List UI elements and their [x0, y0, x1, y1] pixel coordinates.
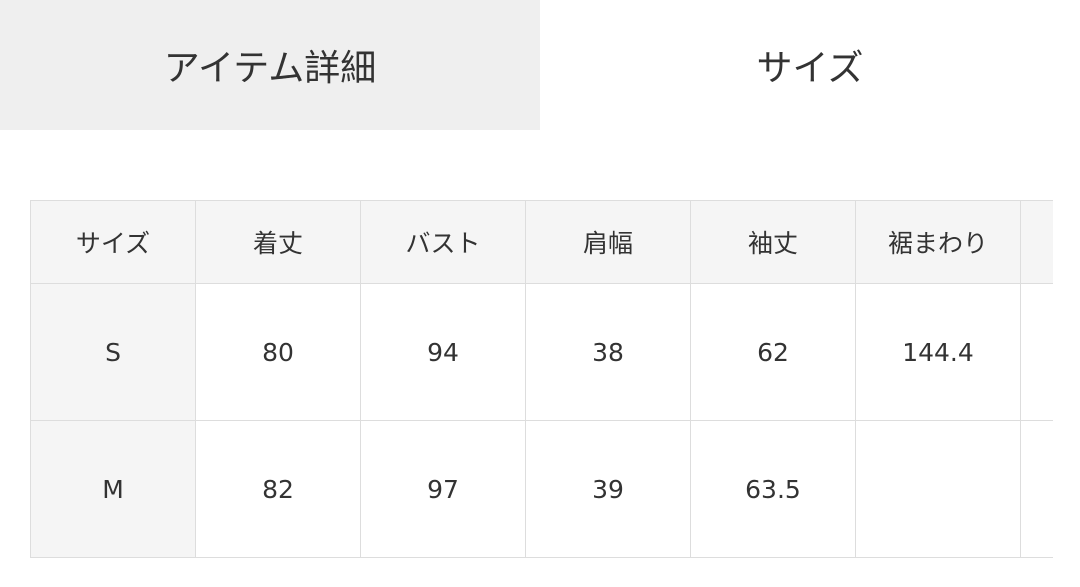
table-cell: 82 [195, 420, 361, 558]
header-cell-cut [1020, 200, 1053, 284]
header-cell: 着丈 [195, 200, 361, 284]
table-cell: 63.5 [690, 420, 856, 558]
table-cell: 97 [360, 420, 526, 558]
table-cell-cut [1020, 420, 1053, 558]
table-cell: 39 [525, 420, 691, 558]
size-table: サイズ 着丈 バスト 肩幅 袖丈 裾まわり S 80 94 38 62 144.4 M 82 97 39 63.… [30, 200, 1053, 558]
tab[interactable]: サイズ [540, 0, 1080, 130]
tab[interactable]: アイテム詳細 [0, 0, 540, 130]
header-cell: バスト [360, 200, 526, 284]
table-row: M 82 97 39 63.5 [30, 420, 1053, 558]
table-cell: 80 [195, 283, 361, 421]
header-cell: 袖丈 [690, 200, 856, 284]
table-cell: 94 [360, 283, 526, 421]
table-cell: 38 [525, 283, 691, 421]
tab-bar: アイテム詳細 サイズ [0, 0, 1080, 130]
size-table-wrapper: サイズ 着丈 バスト 肩幅 袖丈 裾まわり S 80 94 38 62 144.4 M 82 97 39 63.… [30, 200, 1053, 558]
header-cell: サイズ [30, 200, 196, 284]
header-row: サイズ 着丈 バスト 肩幅 袖丈 裾まわり [30, 200, 1053, 284]
table-cell [855, 420, 1021, 558]
row-label-cell: S [30, 283, 196, 421]
table-row: S 80 94 38 62 144.4 [30, 283, 1053, 421]
table-cell: 62 [690, 283, 856, 421]
header-cell: 肩幅 [525, 200, 691, 284]
table-cell-cut [1020, 283, 1053, 421]
row-label-cell: M [30, 420, 196, 558]
table-cell: 144.4 [855, 283, 1021, 421]
header-cell: 裾まわり [855, 200, 1021, 284]
